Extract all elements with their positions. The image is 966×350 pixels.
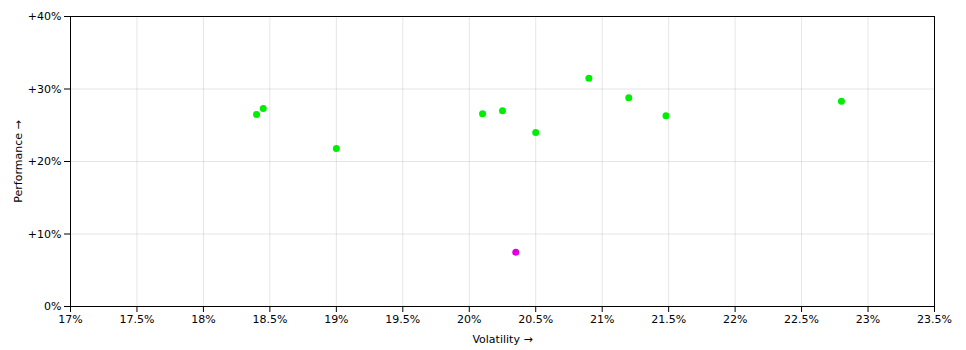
svg-text:23%: 23% [856,313,880,326]
svg-text:+20%: +20% [28,155,62,168]
svg-text:22.5%: 22.5% [784,313,819,326]
svg-text:18%: 18% [191,313,215,326]
svg-text:+40%: +40% [28,10,62,23]
svg-text:Volatility →: Volatility → [472,333,532,346]
svg-text:22%: 22% [723,313,747,326]
svg-text:19.5%: 19.5% [385,313,420,326]
svg-text:23.5%: 23.5% [917,313,952,326]
svg-text:21.5%: 21.5% [651,313,686,326]
svg-text:20.5%: 20.5% [518,313,553,326]
svg-text:17.5%: 17.5% [119,313,154,326]
svg-text:Performance →: Performance → [12,120,25,202]
svg-text:21%: 21% [590,313,614,326]
svg-text:+10%: +10% [28,228,62,241]
svg-text:17%: 17% [58,313,82,326]
svg-text:19%: 19% [324,313,348,326]
svg-text:18.5%: 18.5% [252,313,287,326]
svg-text:+30%: +30% [28,83,62,96]
svg-text:20%: 20% [457,313,481,326]
svg-text:0%: 0% [44,300,61,313]
